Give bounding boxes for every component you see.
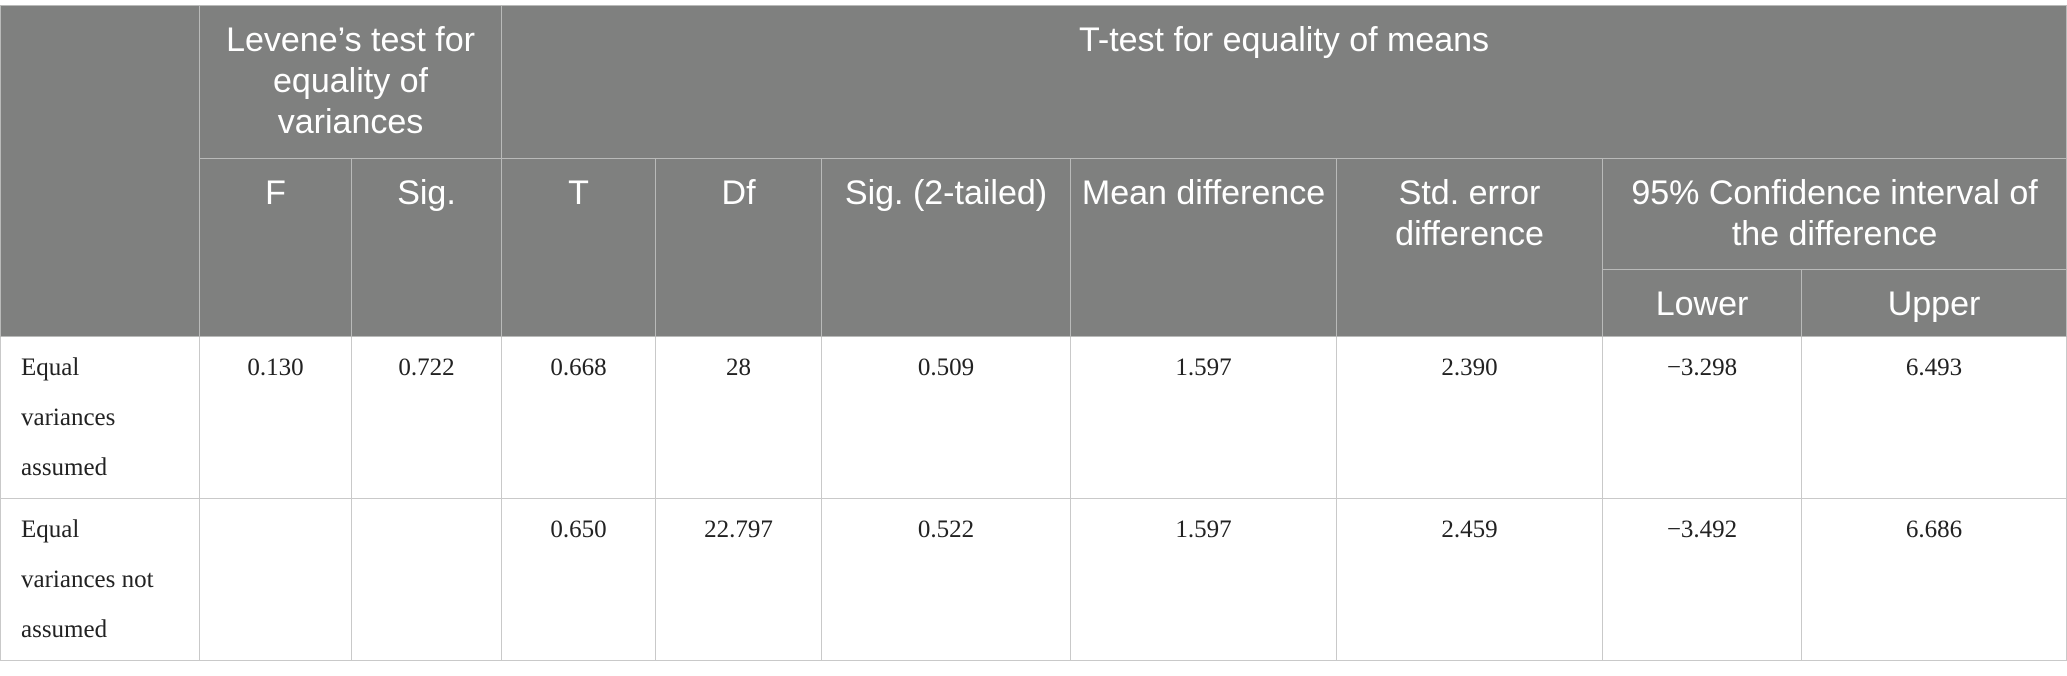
header-row: F Sig. T Df Sig. (2-tailed) Mean difference St… xyxy=(1,158,2067,337)
value-cell: 22.797 xyxy=(655,498,823,661)
column-header: Df xyxy=(655,158,823,337)
column-header: 95% Confidence interval of the differenc… xyxy=(1602,158,2067,270)
value-cell: 0.722 xyxy=(350,336,503,499)
empty-cell xyxy=(350,498,503,661)
value-cell: 0.668 xyxy=(501,336,657,499)
value-cell: 1.597 xyxy=(1070,336,1338,499)
table-body: Equal variances assumed 0.130 0.722 0.668 28… xyxy=(0,336,2067,661)
header-row: Lower Upper xyxy=(1,269,2067,337)
empty-cell xyxy=(199,498,352,661)
data-row: Equal variances assumed 0.130 0.722 0.668 28… xyxy=(0,336,2067,499)
value-cell: 0.650 xyxy=(501,498,657,661)
column-header: Mean difference xyxy=(1070,158,1338,337)
table-header: Levene’s test for equality of variances T… xyxy=(0,5,2067,337)
group-header: Levene’s test for equality of variances xyxy=(198,5,503,159)
value-cell: 0.522 xyxy=(821,498,1072,661)
table-container: Levene’s test for equality of variances T… xyxy=(0,5,2067,661)
value-cell: 1.597 xyxy=(1070,498,1338,661)
row-label: Equal variances not assumed xyxy=(0,498,200,661)
value-cell: 2.390 xyxy=(1336,336,1604,499)
group-header: T-test for equality of means xyxy=(501,5,2067,159)
column-header: Sig. (2-tailed) xyxy=(821,158,1072,337)
value-cell: 2.459 xyxy=(1336,498,1604,661)
value-cell: 6.686 xyxy=(1801,498,2067,661)
value-cell: 0.130 xyxy=(199,336,352,499)
column-header: T xyxy=(501,158,657,337)
row-label: Equal variances assumed xyxy=(0,336,200,499)
column-header: Sig. xyxy=(350,158,503,337)
subcolumn-header: Lower xyxy=(1602,269,1803,337)
header-row: Levene’s test for equality of variances T… xyxy=(0,5,2067,337)
value-cell: 6.493 xyxy=(1801,336,2067,499)
results-table: Levene’s test for equality of variances T… xyxy=(0,5,2067,661)
value-cell: 0.509 xyxy=(821,336,1072,499)
column-header: Std. error difference xyxy=(1336,158,1604,337)
corner-cell xyxy=(0,5,200,337)
data-row: Equal variances not assumed 0.650 22.797 0.… xyxy=(0,498,2067,661)
value-cell: 28 xyxy=(655,336,823,499)
value-cell: −3.492 xyxy=(1602,498,1803,661)
subcolumn-header: Upper xyxy=(1801,269,2067,337)
value-cell: −3.298 xyxy=(1602,336,1803,499)
column-header: F xyxy=(199,158,352,337)
